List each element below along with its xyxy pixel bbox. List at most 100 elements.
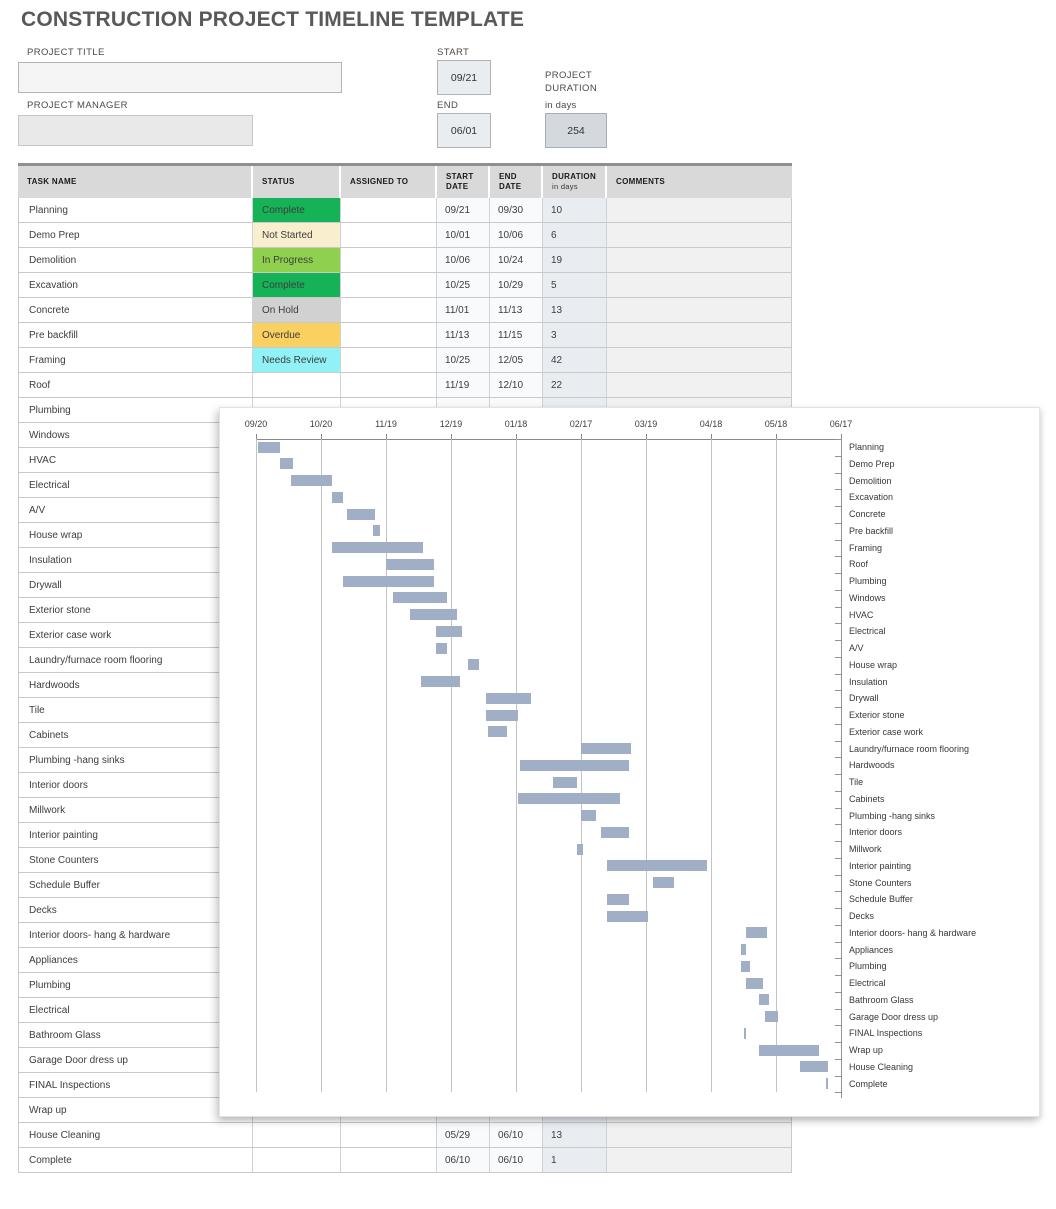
assigned-to-cell[interactable] (341, 1123, 437, 1147)
end-date-cell[interactable]: 10/24 (490, 248, 543, 272)
status-cell[interactable] (253, 1148, 341, 1172)
task-name-cell[interactable]: Tile (18, 698, 253, 722)
column-header-comments[interactable]: COMMENTS (616, 177, 666, 186)
task-name-cell[interactable]: Schedule Buffer (18, 873, 253, 897)
task-name-cell[interactable]: Framing (18, 348, 253, 372)
end-date-cell[interactable]: 09/30 (490, 198, 543, 222)
duration-cell[interactable]: 6 (543, 223, 607, 247)
status-cell[interactable] (253, 1123, 341, 1147)
task-name-cell[interactable]: Roof (18, 373, 253, 397)
task-name-cell[interactable]: Windows (18, 423, 253, 447)
assigned-to-cell[interactable] (341, 323, 437, 347)
end-date-cell[interactable]: 06/10 (490, 1148, 543, 1172)
task-name-cell[interactable]: Interior doors- hang & hardware (18, 923, 253, 947)
start-date-cell[interactable]: 09/21 (437, 198, 490, 222)
task-name-cell[interactable]: House wrap (18, 523, 253, 547)
task-name-cell[interactable]: Plumbing (18, 973, 253, 997)
task-name-cell[interactable]: Cabinets (18, 723, 253, 747)
end-date-cell[interactable]: 11/13 (490, 298, 543, 322)
assigned-to-cell[interactable] (341, 373, 437, 397)
end-date-cell[interactable]: 06/10 (490, 1123, 543, 1147)
status-badge[interactable]: Not Started (253, 223, 341, 247)
start-date-cell[interactable]: 10/25 (437, 348, 490, 372)
start-date-cell[interactable]: 06/10 (437, 1148, 490, 1172)
task-name-cell[interactable]: Laundry/furnace room flooring (18, 648, 253, 672)
start-date-cell[interactable]: 09/21 (437, 60, 491, 95)
comments-cell[interactable] (607, 298, 792, 322)
comments-cell[interactable] (607, 1123, 792, 1147)
task-name-cell[interactable]: Hardwoods (18, 673, 253, 697)
duration-cell[interactable]: 42 (543, 348, 607, 372)
start-date-cell[interactable]: 10/01 (437, 223, 490, 247)
comments-cell[interactable] (607, 223, 792, 247)
assigned-to-cell[interactable] (341, 348, 437, 372)
duration-cell[interactable]: 1 (543, 1148, 607, 1172)
duration-cell[interactable]: 10 (543, 198, 607, 222)
task-name-cell[interactable]: Exterior case work (18, 623, 253, 647)
task-name-cell[interactable]: Appliances (18, 948, 253, 972)
column-header-duration[interactable]: DURATION in days (543, 166, 607, 198)
assigned-to-cell[interactable] (341, 1148, 437, 1172)
comments-cell[interactable] (607, 273, 792, 297)
task-name-cell[interactable]: HVAC (18, 448, 253, 472)
comments-cell[interactable] (607, 198, 792, 222)
project-duration-cell[interactable]: 254 (545, 113, 607, 148)
status-badge[interactable]: Overdue (253, 323, 341, 347)
task-name-cell[interactable]: Insulation (18, 548, 253, 572)
status-badge[interactable]: On Hold (253, 298, 341, 322)
task-name-cell[interactable]: Drywall (18, 573, 253, 597)
comments-cell[interactable] (607, 248, 792, 272)
project-manager-input[interactable] (18, 115, 253, 146)
status-cell[interactable] (253, 373, 341, 397)
task-name-cell[interactable]: Excavation (18, 273, 253, 297)
end-date-cell[interactable]: 06/01 (437, 113, 491, 148)
start-date-cell[interactable]: 11/19 (437, 373, 490, 397)
task-name-cell[interactable]: Millwork (18, 798, 253, 822)
gantt-chart-panel[interactable]: 09/20 10/20 11/19 12/19 01/18 02/17 03/19 04/18… (219, 407, 1040, 1117)
task-name-cell[interactable]: Interior painting (18, 823, 253, 847)
task-name-cell[interactable]: Exterior stone (18, 598, 253, 622)
column-header-status[interactable]: STATUS (253, 166, 341, 198)
status-badge[interactable]: Complete (253, 273, 341, 297)
column-header-end-date[interactable]: END DATE (490, 166, 543, 198)
task-name-cell[interactable]: Interior doors (18, 773, 253, 797)
task-name-cell[interactable]: House Cleaning (18, 1123, 253, 1147)
task-name-cell[interactable]: Stone Counters (18, 848, 253, 872)
status-badge[interactable]: Complete (253, 198, 341, 222)
assigned-to-cell[interactable] (341, 223, 437, 247)
task-name-cell[interactable]: Electrical (18, 473, 253, 497)
task-name-cell[interactable]: Plumbing (18, 398, 253, 422)
comments-cell[interactable] (607, 323, 792, 347)
task-name-cell[interactable]: Bathroom Glass (18, 1023, 253, 1047)
start-date-cell[interactable]: 05/29 (437, 1123, 490, 1147)
status-badge[interactable]: Needs Review (253, 348, 341, 372)
column-header-task-name[interactable]: TASK NAME (18, 166, 253, 198)
end-date-cell[interactable]: 12/10 (490, 373, 543, 397)
task-name-cell[interactable]: Concrete (18, 298, 253, 322)
start-date-cell[interactable]: 10/25 (437, 273, 490, 297)
end-date-cell[interactable]: 11/15 (490, 323, 543, 347)
task-name-cell[interactable]: Complete (18, 1148, 253, 1172)
task-name-cell[interactable]: Wrap up (18, 1098, 253, 1122)
duration-cell[interactable]: 5 (543, 273, 607, 297)
task-name-cell[interactable]: Demo Prep (18, 223, 253, 247)
task-name-cell[interactable]: Plumbing -hang sinks (18, 748, 253, 772)
task-name-cell[interactable]: A/V (18, 498, 253, 522)
start-date-cell[interactable]: 11/01 (437, 298, 490, 322)
assigned-to-cell[interactable] (341, 273, 437, 297)
duration-cell[interactable]: 3 (543, 323, 607, 347)
end-date-cell[interactable]: 10/06 (490, 223, 543, 247)
start-date-cell[interactable]: 11/13 (437, 323, 490, 347)
project-title-input[interactable] (18, 62, 342, 93)
status-badge[interactable]: In Progress (253, 248, 341, 272)
task-name-cell[interactable]: FINAL Inspections (18, 1073, 253, 1097)
task-name-cell[interactable]: Pre backfill (18, 323, 253, 347)
assigned-to-cell[interactable] (341, 298, 437, 322)
comments-cell[interactable] (607, 348, 792, 372)
duration-cell[interactable]: 13 (543, 1123, 607, 1147)
start-date-cell[interactable]: 10/06 (437, 248, 490, 272)
duration-cell[interactable]: 13 (543, 298, 607, 322)
task-name-cell[interactable]: Decks (18, 898, 253, 922)
column-header-start-date[interactable]: START DATE (437, 166, 490, 198)
task-name-cell[interactable]: Garage Door dress up (18, 1048, 253, 1072)
